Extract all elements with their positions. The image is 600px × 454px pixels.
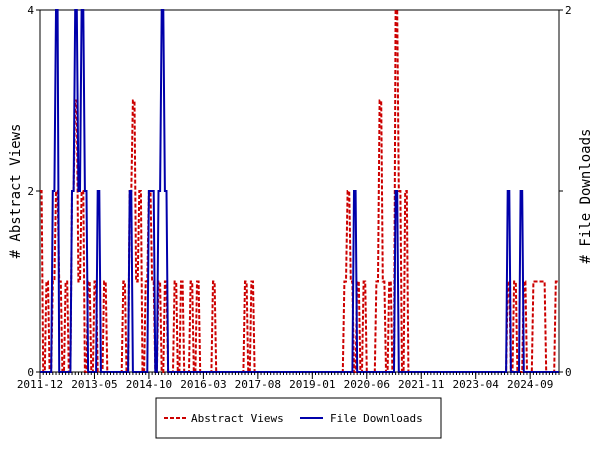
y-left-tick-label: 2 — [27, 185, 34, 198]
y-left-tick-label: 0 — [27, 366, 34, 379]
legend-label-file-downloads: File Downloads — [330, 412, 423, 425]
legend-box — [155, 397, 442, 439]
x-tick-label: 2011-12 — [17, 378, 63, 391]
x-tick-label: 2014-10 — [126, 378, 172, 391]
x-tick-label: 2013-05 — [71, 378, 117, 391]
x-axis-ticks: 2011-12 2013-05 2014-10 2016-03 2017-08 2019-… — [17, 372, 560, 391]
y-right-axis-title: # File Downloads — [578, 129, 594, 264]
x-tick-label: 2020-06 — [344, 378, 390, 391]
y-right-axis-ticks: 02 — [559, 4, 572, 379]
x-tick-label: 2023-04 — [453, 378, 500, 391]
x-tick-label: 2019-01 — [289, 378, 335, 391]
y-left-tick-label: 4 — [27, 4, 34, 17]
x-tick-label: 2017-08 — [235, 378, 281, 391]
y-left-axis-title: # Abstract Views — [8, 124, 24, 259]
legend: Abstract Views File Downloads — [155, 397, 442, 439]
y-left-axis-ticks: 0 2 4 — [27, 4, 40, 379]
y-right-tick-label: 0 — [565, 366, 572, 379]
x-tick-label: 2021-11 — [398, 378, 444, 391]
x-tick-label: 2024-09 — [507, 378, 553, 391]
legend-label-abstract-views: Abstract Views — [191, 412, 284, 425]
x-tick-label: 2016-03 — [180, 378, 226, 391]
y-right-tick-label: 2 — [565, 4, 572, 17]
